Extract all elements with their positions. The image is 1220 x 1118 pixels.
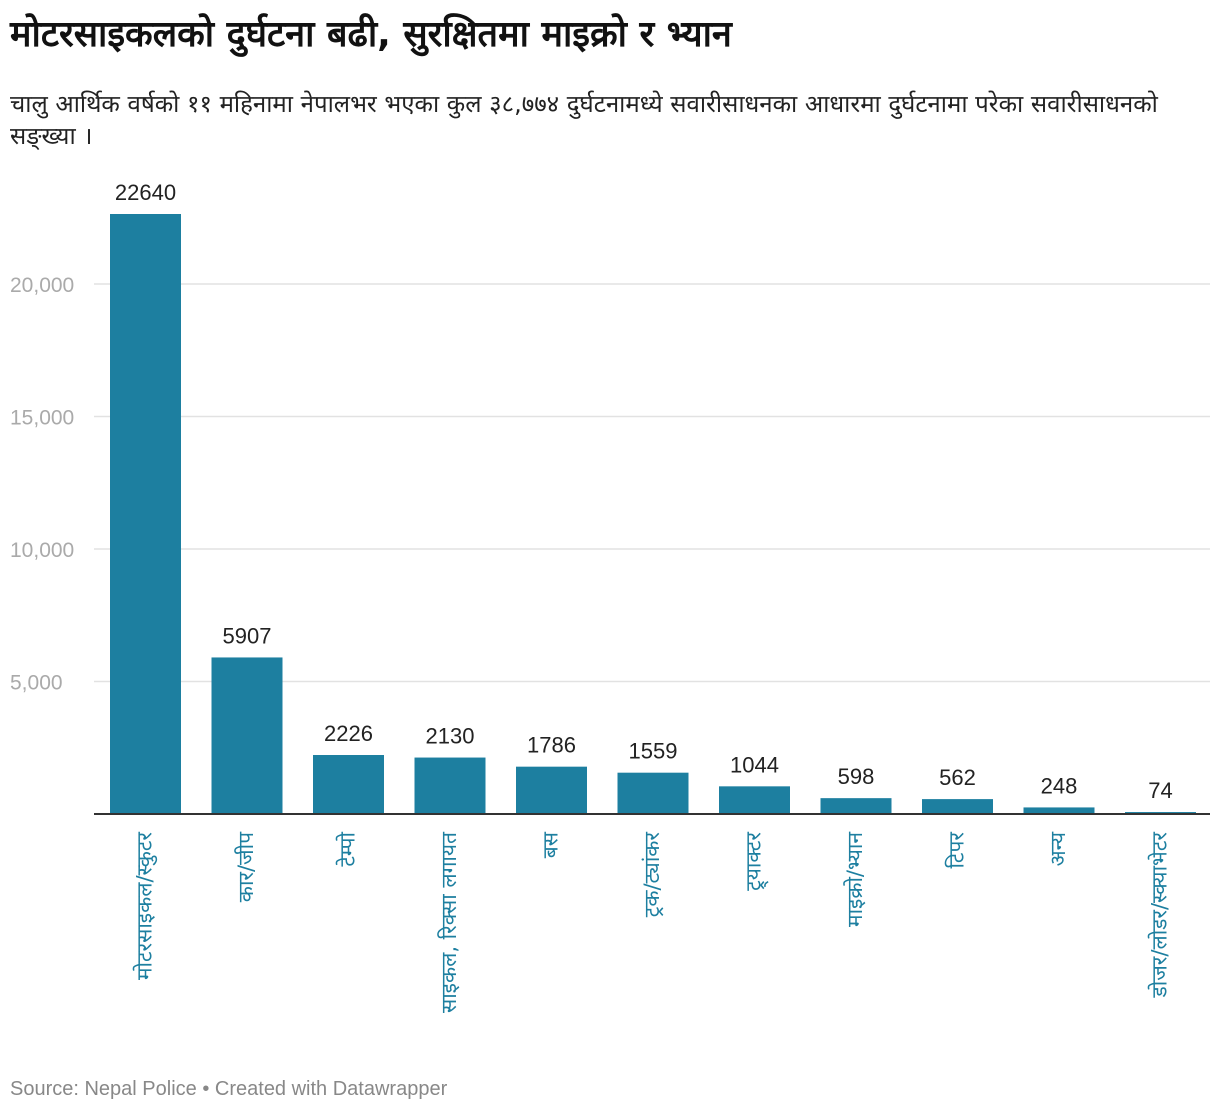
bar-chart: 5,000 10,000 15,000 20,000 22640 5907 2226 213… <box>10 180 1210 1013</box>
category-label: साइकल, रिक्सा लगायत <box>437 831 461 1013</box>
bar[interactable] <box>922 799 993 814</box>
bar[interactable] <box>516 766 587 814</box>
bar-value-label: 74 <box>1148 778 1172 803</box>
bar-value-label: 1044 <box>730 752 779 777</box>
category-label: ट्र्याक्टर <box>742 832 769 891</box>
bar[interactable] <box>617 772 689 814</box>
bar[interactable] <box>719 786 790 814</box>
bar-value-label: 2130 <box>426 724 475 749</box>
bar[interactable] <box>313 755 384 814</box>
category-label: डोजर/लोडर/स्क्याभेटर <box>1148 832 1172 999</box>
category-label: टिपर <box>945 832 969 869</box>
bar[interactable] <box>1023 807 1095 814</box>
y-tick-label: 10,000 <box>10 539 74 562</box>
bar-value-label: 1786 <box>527 733 576 758</box>
category-label: ट्रक/ट्यांकर <box>640 832 664 918</box>
category-label: माइक्रो/भ्यान <box>843 832 867 927</box>
bar[interactable] <box>414 757 486 814</box>
category-label: अन्य <box>1046 831 1070 866</box>
footer: Source: Nepal Police • Created with Data… <box>10 1078 447 1101</box>
bar-value-label: 2226 <box>324 721 373 746</box>
bar-value-label: 1559 <box>629 739 678 764</box>
y-tick-label: 5,000 <box>10 671 63 694</box>
source-note: Source: Nepal Police <box>10 1078 197 1100</box>
chart-title: मोटरसाइकलको दुर्घटना बढी, सुरक्षितमा माइ… <box>10 14 732 55</box>
footer-separator: • <box>196 1078 215 1100</box>
y-tick-label: 20,000 <box>10 274 74 297</box>
gridlines: 5,000 10,000 15,000 20,000 <box>10 274 1210 694</box>
credit-link[interactable]: Created with Datawrapper <box>214 1078 448 1100</box>
category-label: कार/जीप <box>234 831 258 902</box>
y-tick-label: 15,000 <box>10 406 74 429</box>
bar-value-label: 5907 <box>223 623 272 648</box>
bar[interactable] <box>820 798 892 814</box>
chart-subtitle: चालु आर्थिक वर्षको ११ महिनामा नेपालभर भए… <box>10 90 1158 150</box>
bar-value-label: 598 <box>838 764 875 789</box>
bar-value-label: 248 <box>1041 773 1078 798</box>
category-labels: मोटरसाइकल/स्कुटर कार/जीप टेम्पो साइकल, रिक्… <box>133 831 1172 1013</box>
bar-value-label: 22640 <box>115 180 176 205</box>
bars: 22640 5907 2226 2130 1786 1559 1044 598 562 248 74 <box>110 180 1196 814</box>
bar[interactable] <box>110 214 181 814</box>
bar-value-label: 562 <box>939 765 976 790</box>
bar[interactable] <box>211 657 283 814</box>
category-label: मोटरसाइकल/स्कुटर <box>133 832 158 980</box>
category-label: बस <box>539 831 563 858</box>
category-label: टेम्पो <box>336 831 360 866</box>
